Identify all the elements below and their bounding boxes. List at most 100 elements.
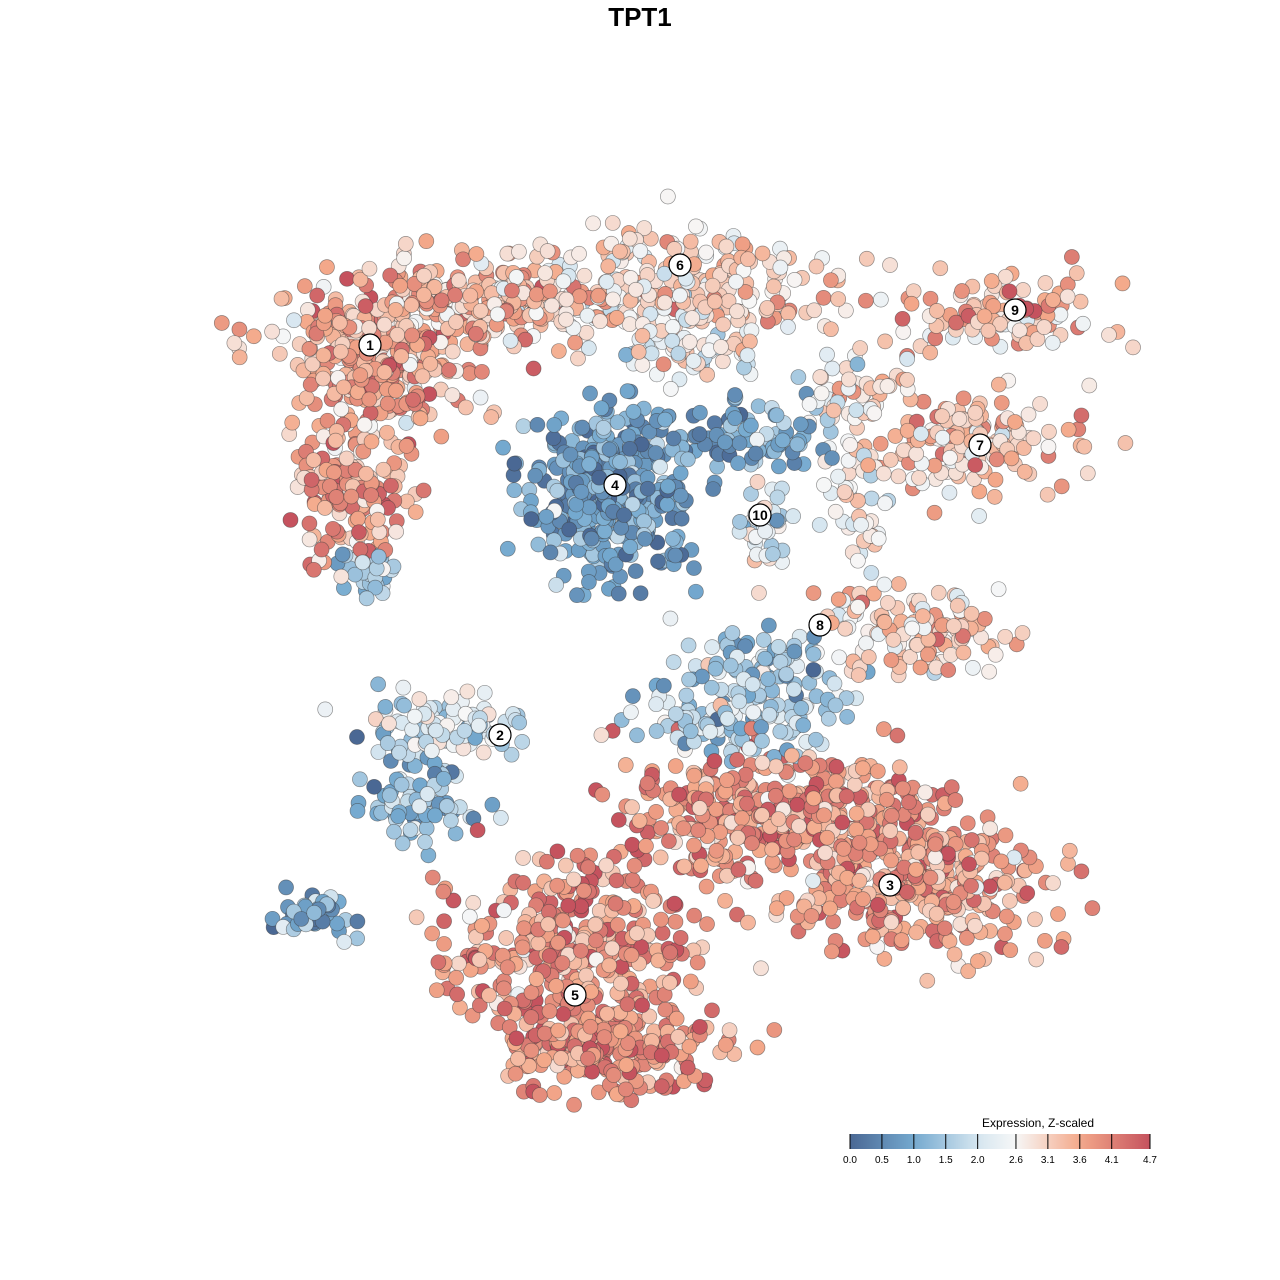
data-point: [717, 892, 733, 909]
data-point: [660, 478, 676, 495]
data-point: [448, 314, 464, 330]
data-point: [444, 343, 461, 360]
data-point: [571, 245, 587, 262]
data-point: [609, 414, 626, 431]
data-point: [231, 321, 248, 338]
data-point: [715, 316, 731, 333]
data-point: [737, 284, 754, 300]
data-point: [527, 467, 544, 484]
data-point: [515, 875, 531, 891]
data-point: [1025, 430, 1042, 447]
data-point: [317, 307, 333, 324]
chart-title: TPT1: [608, 2, 672, 32]
data-point: [456, 723, 473, 739]
data-point: [406, 708, 423, 725]
data-point: [878, 791, 895, 808]
data-point: [848, 402, 865, 419]
data-point: [648, 723, 665, 739]
data-point: [370, 548, 387, 565]
data-point: [349, 913, 366, 930]
points-layer: [213, 188, 1141, 1113]
data-point: [672, 487, 689, 504]
data-point: [882, 452, 899, 468]
data-point: [759, 300, 776, 316]
data-point: [379, 735, 396, 751]
legend-tick-label: 2.6: [1009, 1155, 1023, 1166]
data-point: [815, 289, 832, 306]
data-point: [1002, 893, 1018, 909]
data-point: [470, 717, 487, 734]
data-point: [778, 890, 795, 906]
legend-tick-label: 4.7: [1143, 1155, 1157, 1166]
data-point: [583, 530, 600, 547]
data-point: [569, 587, 585, 603]
data-point: [908, 446, 925, 462]
data-point: [417, 834, 433, 850]
cluster-label-marker: [603, 473, 627, 497]
data-point: [472, 302, 489, 319]
data-point: [418, 233, 435, 250]
data-point: [537, 265, 553, 281]
data-point: [1027, 911, 1043, 928]
data-point: [665, 654, 682, 670]
data-point: [740, 251, 756, 268]
data-point: [1073, 407, 1090, 424]
cluster-label-10: 10: [748, 503, 772, 527]
data-point: [639, 480, 656, 497]
data-point: [803, 908, 820, 924]
data-point: [420, 847, 437, 864]
data-point: [411, 691, 428, 707]
cluster-label-4: 4: [603, 473, 627, 497]
data-point: [392, 277, 409, 294]
data-point: [624, 872, 641, 888]
cluster-label-text: 1: [366, 337, 374, 353]
data-point: [654, 925, 671, 941]
data-point: [854, 760, 871, 777]
data-point: [648, 696, 665, 713]
data-point: [717, 434, 733, 451]
data-point: [770, 639, 787, 655]
data-point: [734, 236, 751, 253]
data-point: [812, 369, 829, 385]
data-point: [404, 327, 420, 344]
data-point: [929, 302, 945, 319]
data-point: [744, 835, 760, 852]
data-point: [554, 955, 571, 971]
data-point: [293, 911, 310, 927]
data-point: [882, 823, 899, 839]
data-point: [424, 925, 440, 942]
data-point: [690, 822, 707, 839]
data-point: [732, 513, 748, 530]
data-point: [1014, 625, 1031, 641]
data-point: [339, 270, 355, 287]
data-point: [555, 912, 571, 929]
data-point: [375, 461, 392, 478]
data-point: [955, 390, 972, 407]
data-point: [469, 822, 486, 839]
data-point: [538, 508, 555, 525]
data-point: [1068, 265, 1085, 281]
data-point: [306, 904, 323, 921]
data-point: [828, 773, 844, 790]
data-point: [612, 1023, 629, 1040]
data-point: [805, 646, 822, 663]
data-point: [352, 771, 368, 788]
data-point: [996, 874, 1013, 891]
data-point: [976, 308, 993, 325]
data-point: [899, 351, 916, 367]
data-point: [303, 471, 320, 488]
data-point: [954, 283, 970, 299]
data-point: [668, 1010, 685, 1027]
data-point: [713, 339, 729, 355]
data-point: [313, 541, 330, 558]
data-point: [917, 784, 934, 801]
data-point: [335, 379, 352, 396]
data-point: [967, 404, 984, 421]
data-point: [502, 332, 519, 349]
data-point: [298, 390, 315, 406]
data-point: [667, 547, 684, 564]
data-point: [754, 807, 770, 823]
cluster-label-marker: [968, 433, 992, 457]
data-point: [428, 982, 445, 999]
data-point: [555, 273, 572, 290]
